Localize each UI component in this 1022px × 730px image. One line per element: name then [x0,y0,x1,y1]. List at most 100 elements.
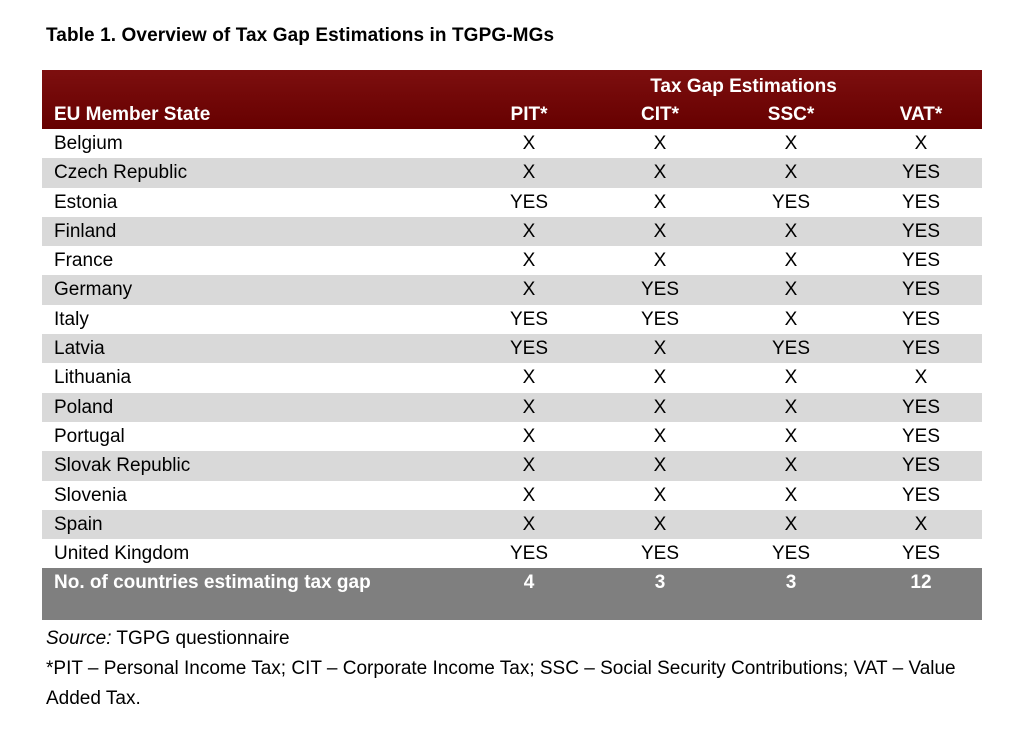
cell-pit: X [522,133,536,154]
row-state-name: Germany [54,279,133,301]
cell-vat: YES [901,308,941,330]
cell-pit: X [522,513,536,535]
cell-pit: X [522,455,536,477]
header-state-label: EU Member State [54,104,211,125]
cell-cit: X [653,191,667,213]
header-col-vat: VAT* [899,104,943,125]
cell-ssc: X [784,455,798,477]
header-col-ssc: SSC* [767,104,815,125]
header-col-cit: CIT* [641,104,679,125]
header-group-label: Tax Gap Estimations [650,76,837,97]
cell-cit: X [653,396,667,418]
cell-cit: X [653,484,667,506]
cell-ssc: X [784,513,798,535]
cell-cit: X [653,513,667,535]
total-label: No. of countries estimating tax gap [54,572,371,594]
row-state-name: Poland [54,396,114,418]
cell-vat: YES [901,455,941,477]
row-state-name: Czech Republic [54,162,188,184]
cell-pit: X [522,396,536,418]
cell-cit: X [653,367,667,389]
header-col-pit: PIT* [510,104,548,125]
cell-cit: X [653,250,667,272]
cell-ssc: X [784,367,798,389]
cell-ssc: X [784,279,798,301]
table-row: Latvia YES X YES YES [42,334,982,364]
cell-ssc: X [784,425,798,447]
table-body: Belgium X X X X Czech Republic X X X YES Estonia YE… [42,129,982,568]
row-state-name: Belgium [54,133,123,154]
cell-vat: X [914,513,928,535]
cell-ssc: YES [771,338,811,360]
cell-vat: X [914,367,928,389]
table-row: Slovak Republic X X X YES [42,451,982,481]
source-text: TGPG questionnaire [111,628,290,649]
cell-vat: YES [901,191,941,213]
table-row: France X X X YES [42,246,982,275]
table-row: Germany X YES X YES [42,275,982,305]
cell-ssc: X [784,396,798,418]
row-state-name: United Kingdom [54,543,190,565]
total-vat: 12 [910,572,932,594]
cell-vat: YES [901,425,941,447]
table-row: United Kingdom YES YES YES YES [42,539,982,568]
cell-vat: YES [901,338,941,360]
cell-pit: X [522,250,536,272]
tax-gap-table: Tax Gap Estimations EU Member State PIT*… [42,70,982,621]
cell-pit: X [522,220,536,242]
cell-pit: X [522,162,536,184]
row-state-name: France [54,250,114,272]
cell-vat: X [914,133,928,154]
table-row: Czech Republic X X X YES [42,158,982,188]
total-cit: 3 [654,572,666,594]
source-label: Source: [46,628,112,649]
cell-pit: YES [509,543,549,565]
cell-pit: X [522,484,536,506]
cell-cit: X [653,425,667,447]
table-row: Finland X X X YES [42,216,982,247]
table-row: Portugal X X X YES [42,422,982,451]
table-notes: Source: TGPG questionnaire *PIT – Person… [46,624,986,714]
total-pit: 4 [523,572,535,594]
row-state-name: Slovak Republic [54,455,191,477]
row-state-name: Portugal [54,425,125,447]
cell-cit: X [653,162,667,184]
cell-ssc: X [784,250,798,272]
table-title: Table 1. Overview of Tax Gap Estimations… [46,25,555,46]
cell-cit: X [653,338,667,360]
cell-vat: YES [901,543,941,565]
row-state-name: Estonia [54,191,118,213]
cell-cit: X [653,133,667,154]
cell-ssc: X [784,484,798,506]
cell-pit: X [522,425,536,447]
cell-vat: YES [901,279,941,301]
cell-vat: YES [901,220,941,242]
row-state-name: Latvia [54,338,105,360]
cell-vat: YES [901,484,941,506]
table-row: Slovenia X X X YES [42,481,982,510]
footnote: *PIT – Personal Income Tax; CIT – Corpor… [46,658,956,709]
table-header: Tax Gap Estimations EU Member State PIT*… [42,70,982,129]
cell-pit: X [522,367,536,389]
total-ssc: 3 [785,572,797,594]
cell-ssc: X [784,308,798,330]
cell-ssc: X [784,162,798,184]
cell-pit: YES [509,191,549,213]
cell-pit: YES [509,338,549,360]
cell-cit: X [653,455,667,477]
row-state-name: Spain [54,513,103,535]
row-state-name: Lithuania [54,367,132,389]
cell-vat: YES [901,396,941,418]
cell-ssc: YES [771,543,811,565]
cell-pit: YES [509,308,549,330]
cell-cit: X [653,220,667,242]
cell-cit: YES [640,279,680,301]
table-row: Lithuania X X X X [42,363,982,392]
row-state-name: Slovenia [54,484,127,506]
source-note: Source: TGPG questionnaire [46,624,986,654]
table-row: Italy YES YES X YES [42,305,982,334]
cell-ssc: X [784,133,798,154]
row-state-name: Italy [54,308,89,330]
total-row: No. of countries estimating tax gap 4 3 … [42,568,982,621]
cell-ssc: YES [771,191,811,213]
